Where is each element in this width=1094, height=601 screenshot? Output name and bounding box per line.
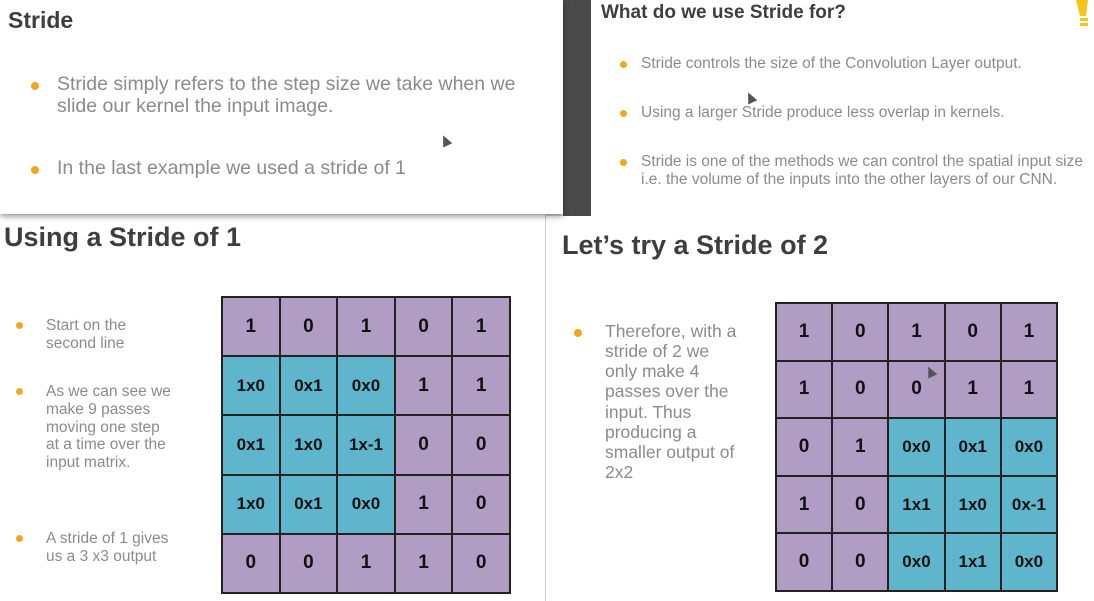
matrix-cell: 1: [1001, 304, 1056, 360]
bullet-text: Using a larger Stride produce less overl…: [641, 104, 1005, 121]
matrix-cell: 0: [453, 534, 509, 592]
matrix-cell: 0x0: [1001, 419, 1056, 475]
mouse-cursor-icon: [924, 364, 936, 377]
bullet-text: Start on the second line: [46, 317, 127, 352]
matrix-cell: 1: [395, 357, 452, 415]
matrix-cell: 0: [833, 476, 888, 533]
bullet-text: Stride simply refers to the step size we…: [57, 73, 516, 118]
matrix-cell: 0: [395, 416, 452, 474]
bullet-dot: [620, 110, 627, 117]
bullet-dot: [620, 61, 627, 68]
matrix-cell: 1: [777, 361, 832, 418]
matrix-cell: 1: [338, 534, 394, 592]
matrix-cell: 1: [833, 419, 888, 475]
slide-stride-2: Let’s try a Stride of 2 Therefore, with …: [546, 216, 1094, 601]
bullet-text: As we can see we make 9 passes moving on…: [46, 383, 171, 472]
matrix-cell: 1: [223, 298, 279, 356]
matrix-cell: 1: [777, 304, 832, 360]
matrix-cell: 0x1: [280, 357, 337, 415]
bullet-dot: [574, 329, 582, 337]
slide-stride-uses: What do we use Stride for? Stride contro…: [591, 0, 1094, 216]
matrix-cell: 0x0: [889, 419, 944, 475]
bullet-text: Stride controls the size of the Convolut…: [641, 55, 1022, 72]
matrix-cell: 0: [833, 534, 888, 590]
matrix-cell: 1: [338, 298, 394, 356]
bullet-text: A stride of 1 gives us a 3 x3 output: [46, 530, 169, 565]
bullet-text: Therefore, with a stride of 2 we only ma…: [605, 321, 737, 482]
bullet-dot: [16, 388, 23, 395]
matrix-cell: 0: [777, 534, 832, 590]
matrix-cell: 0x1: [280, 475, 337, 533]
matrix-cell: 0x0: [1001, 534, 1056, 590]
bullet-dot: [16, 535, 23, 542]
matrix-cell: 1: [395, 534, 452, 592]
matrix-cell: 0x1: [223, 416, 279, 474]
matrix-cell: 1x0: [223, 475, 279, 533]
slide-title: Let’s try a Stride of 2: [562, 230, 829, 260]
bullet-text: Stride is one of the methods we can cont…: [641, 153, 1083, 188]
mouse-cursor-icon: [744, 90, 756, 103]
matrix-cell: 1x0: [223, 357, 279, 415]
input-matrix-grid: 1 0 1 0 1 1x0 0x1 0x0 1 1 0x1 1x0 1x-1 0 0 1x0 0x1 0x0 1 0 0…: [221, 296, 511, 594]
matrix-cell: 1: [777, 476, 832, 533]
matrix-cell: 1: [453, 298, 509, 356]
matrix-cell: 1x1: [945, 534, 1000, 590]
matrix-cell: 1: [453, 357, 509, 415]
matrix-cell: 0: [833, 361, 888, 418]
matrix-cell: 0: [453, 416, 509, 474]
matrix-cell: 1x1: [889, 476, 944, 533]
bullet-text: In the last example we used a stride of …: [57, 157, 407, 179]
matrix-cell: 0: [833, 304, 888, 360]
matrix-cell: 1x0: [280, 416, 337, 474]
slide-title: Using a Stride of 1: [4, 222, 242, 252]
mouse-cursor-icon: [439, 133, 451, 146]
matrix-cell: 0: [280, 534, 337, 592]
matrix-cell: 1x0: [945, 476, 1000, 533]
matrix-cell: 0: [223, 534, 279, 592]
matrix-cell: 0: [453, 475, 509, 533]
matrix-cell: 0: [280, 298, 337, 356]
bullet-dot: [31, 82, 39, 90]
matrix-cell: 1x-1: [338, 416, 394, 474]
matrix-cell: 1: [889, 304, 944, 360]
slide-stride-1: Using a Stride of 1 Start on the second …: [0, 214, 545, 601]
matrix-cell: 1: [1001, 361, 1056, 418]
slide-title: What do we use Stride for?: [601, 2, 846, 23]
matrix-cell: 0x-1: [1001, 476, 1056, 533]
slide-title: Stride: [8, 7, 74, 33]
matrix-cell: 0x0: [338, 475, 394, 533]
bullet-dot: [620, 159, 627, 166]
matrix-cell: 0: [395, 298, 452, 356]
matrix-cell: 0: [777, 419, 832, 475]
matrix-cell: 0x0: [889, 534, 944, 590]
matrix-cell: 0: [945, 304, 1000, 360]
input-matrix-grid: 1 0 1 0 1 1 0 0 1 1 0 1 0x0 0x1 0x0 1 0 1x1 1x0 0x-1 0 0 0x0 1x…: [775, 302, 1058, 592]
matrix-cell: 0x0: [338, 357, 394, 415]
bullet-dot: [16, 322, 23, 329]
bullet-dot: [31, 166, 39, 174]
slide-stride: Stride Stride simply refers to the step …: [0, 0, 563, 214]
background-strip: [563, 0, 591, 216]
slide-divider: [545, 214, 546, 601]
lightbulb-icon: [1076, 0, 1088, 26]
matrix-cell: 1: [945, 361, 1000, 418]
matrix-cell: 0x1: [945, 419, 1000, 475]
matrix-cell: 1: [395, 475, 452, 533]
